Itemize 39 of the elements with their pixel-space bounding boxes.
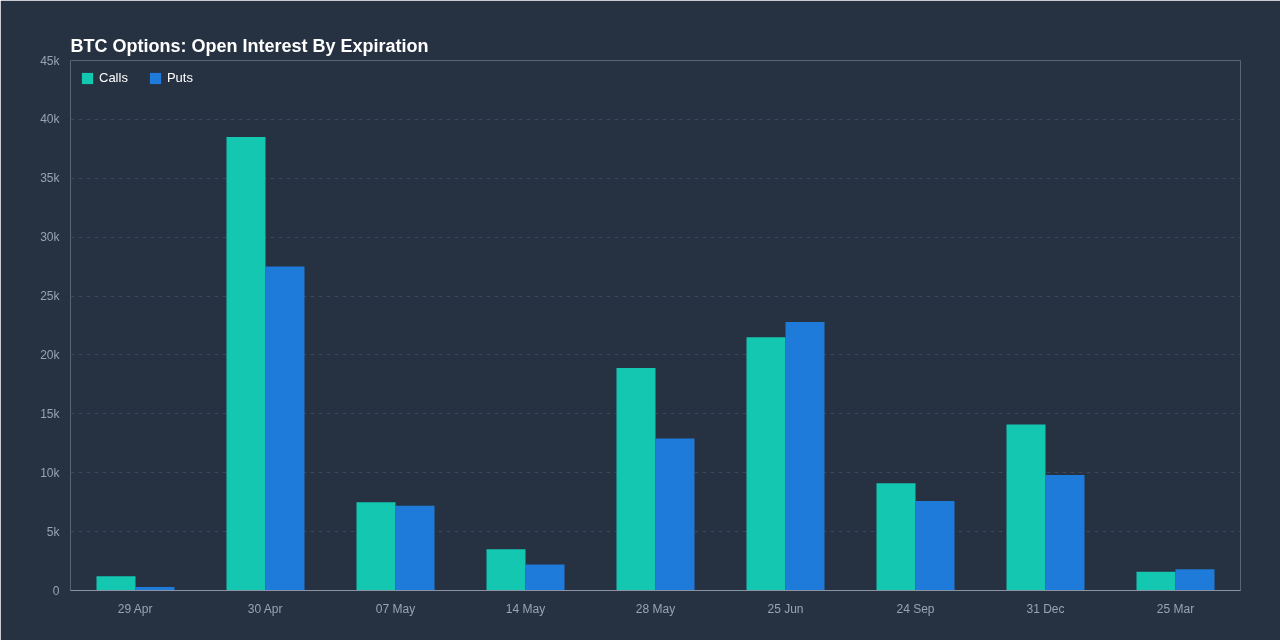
chart-title: BTC Options: Open Interest By Expiration [70,35,429,56]
x-tick-label: 31 Dec [1026,601,1065,616]
bar [655,438,695,591]
x-tick-label: 28 May [635,601,676,616]
bar [1006,424,1046,591]
bar [96,576,136,591]
y-tick-label: 40k [40,112,61,127]
bar [1175,569,1215,591]
y-tick-label: 25k [40,289,61,304]
y-tick-label: 20k [40,347,61,362]
y-tick-label: 15k [40,406,61,421]
bar [746,337,786,591]
y-tick-label: 30k [40,230,61,245]
x-tick-label: 30 Apr [247,601,283,616]
bar [785,321,825,591]
bar [395,505,435,591]
y-tick-label: 5k [46,524,61,539]
bar [486,549,526,591]
bar [915,500,955,591]
bar [525,564,565,591]
bar [226,137,266,591]
x-tick-label: 14 May [505,601,546,616]
x-tick-label: 07 May [375,601,416,616]
bar [356,502,396,591]
x-tick-label: 24 Sep [896,601,935,616]
legend-label: Calls [99,70,128,85]
bar [616,367,656,591]
y-tick-label: 10k [40,465,61,480]
y-tick-label: 35k [40,171,61,186]
y-tick-label: 45k [40,53,61,68]
legend-label: Puts [166,70,193,85]
bar [265,266,305,591]
bar [1136,571,1176,591]
y-tick-label: 0 [52,583,60,598]
x-tick-label: 29 Apr [117,601,153,616]
bar [876,483,916,591]
bar [1045,475,1085,591]
x-tick-label: 25 Mar [1156,601,1195,616]
x-tick-label: 25 Jun [767,601,804,616]
